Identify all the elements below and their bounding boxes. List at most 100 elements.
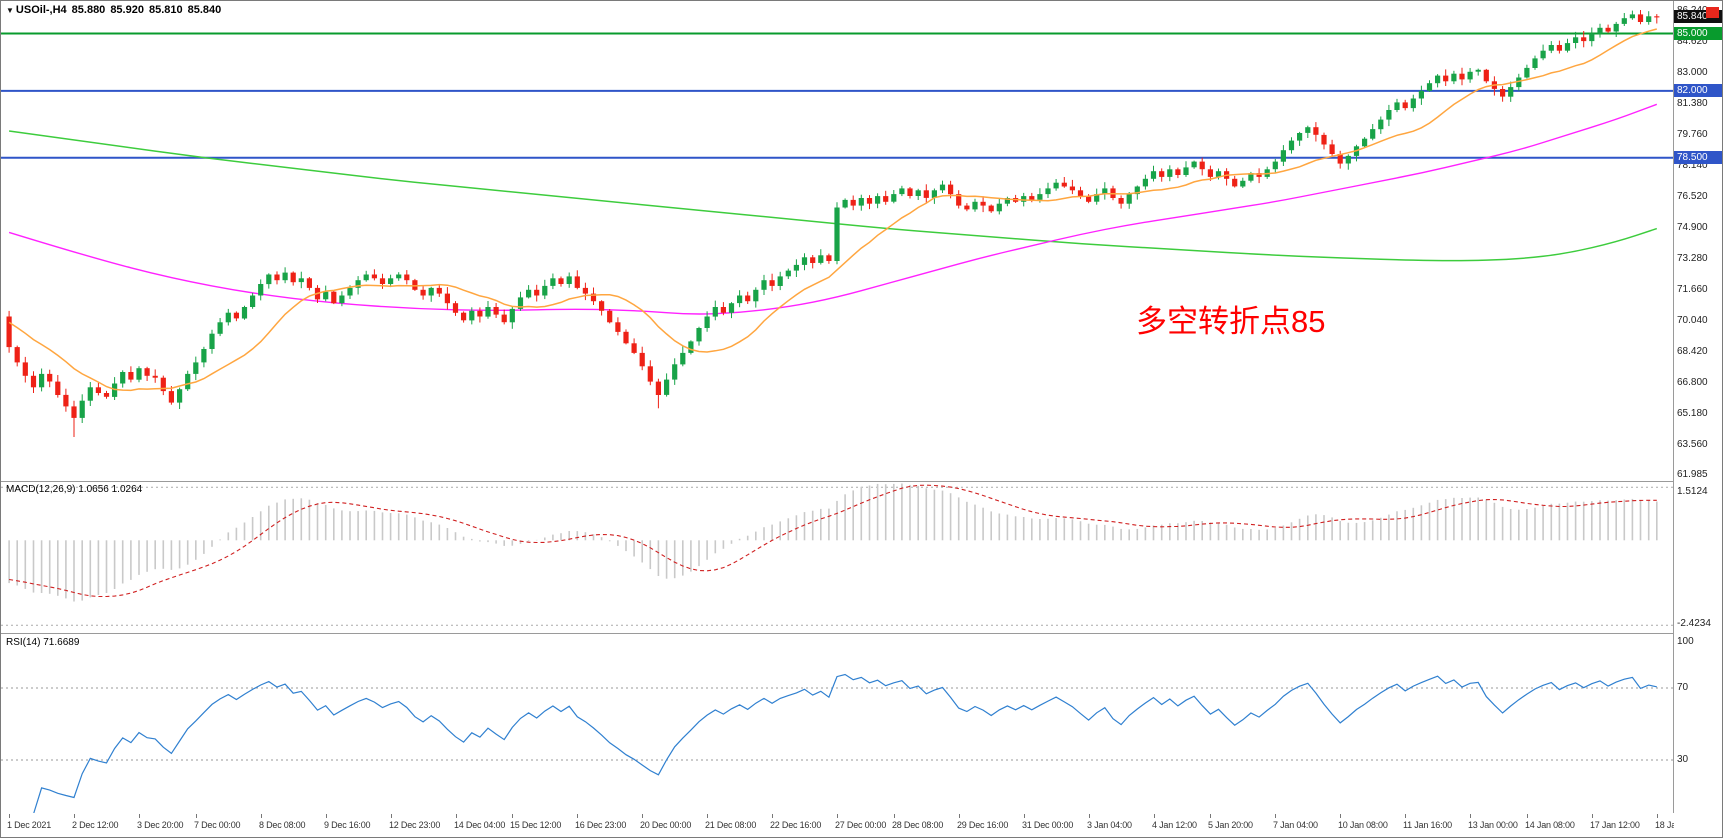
time-tick-label: 7 Dec 00:00 <box>194 820 241 830</box>
time-tick-label: 29 Dec 16:00 <box>957 820 1009 830</box>
time-tick <box>391 814 392 818</box>
price-tick-label: 81.380 <box>1677 97 1708 109</box>
time-tick-label: 16 Dec 23:00 <box>575 820 627 830</box>
price-tick-label: 79.760 <box>1677 128 1708 140</box>
time-tick-label: 14 Dec 04:00 <box>454 820 506 830</box>
price-tick-label: 76.520 <box>1677 190 1708 202</box>
time-tick-label: 9 Dec 16:00 <box>324 820 371 830</box>
time-tick-label: 8 Dec 08:00 <box>259 820 306 830</box>
time-tick <box>837 814 838 818</box>
time-tick-label: 10 Jan 08:00 <box>1338 820 1388 830</box>
rsi-axis-70-label: 70 <box>1677 682 1689 693</box>
time-tick <box>1024 814 1025 818</box>
time-tick-label: 13 Jan 00:00 <box>1468 820 1518 830</box>
chart-annotation-text[interactable]: 多空转折点85 <box>1136 304 1326 339</box>
time-tick-label: 28 Dec 08:00 <box>892 820 944 830</box>
time-tick <box>1089 814 1090 818</box>
time-tick <box>196 814 197 818</box>
price-tick-label: 66.800 <box>1677 376 1708 388</box>
time-tick-label: 12 Dec 23:00 <box>389 820 441 830</box>
macd-indicator-canvas[interactable] <box>1 482 1673 634</box>
time-tick <box>74 814 75 818</box>
price-badge-78.500: 78.500 <box>1674 150 1722 164</box>
time-tick <box>642 814 643 818</box>
rsi-line <box>9 673 1657 814</box>
price-tick-label: 74.900 <box>1677 221 1708 233</box>
price-tick-label: 73.280 <box>1677 252 1708 264</box>
time-tick <box>1657 814 1658 818</box>
time-tick-label: 31 Dec 00:00 <box>1022 820 1074 830</box>
time-tick-label: 3 Dec 20:00 <box>137 820 184 830</box>
pane-separator[interactable] <box>1 633 1722 634</box>
time-tick-label: 3 Jan 04:00 <box>1087 820 1132 830</box>
time-tick-label: 1 Dec 2021 <box>7 820 52 830</box>
price-tick-label: 68.420 <box>1677 345 1708 357</box>
symbol-dropdown-icon[interactable]: ▼ <box>6 6 14 15</box>
price-axis[interactable]: 86.240 84.620 83.000 81.380 79.760 78.140 76.5… <box>1674 1 1722 837</box>
price-badge-85.000: 85.000 <box>1674 26 1722 40</box>
time-tick <box>1405 814 1406 818</box>
time-tick <box>1275 814 1276 818</box>
time-tick-label: 11 Jan 16:00 <box>1403 820 1452 830</box>
ma-mid-line <box>8 103 1658 315</box>
macd-label: MACD(12,26,9) 1.0656 1.0264 <box>6 484 143 495</box>
time-tick <box>707 814 708 818</box>
time-tick <box>1470 814 1471 818</box>
time-tick <box>1340 814 1341 818</box>
time-tick-label: 14 Jan 08:00 <box>1525 820 1575 830</box>
ohlc-open: 85.880 <box>71 4 106 16</box>
time-tick-label: 20 Dec 00:00 <box>640 820 692 830</box>
price-chart-canvas[interactable] <box>1 1 1673 481</box>
ma-fast-line <box>8 28 1657 392</box>
time-tick <box>261 814 262 818</box>
time-tick <box>326 814 327 818</box>
time-tick-label: 15 Dec 12:00 <box>510 820 562 830</box>
price-tick-label: 61.985 <box>1677 468 1708 480</box>
time-tick <box>959 814 960 818</box>
time-tick-label: 2 Dec 12:00 <box>72 820 119 830</box>
price-tick-label: 65.180 <box>1677 407 1708 419</box>
time-tick-label: 27 Dec 00:00 <box>835 820 887 830</box>
price-axis-separator <box>1673 1 1674 837</box>
time-tick-label: 7 Jan 04:00 <box>1273 820 1318 830</box>
time-tick <box>1154 814 1155 818</box>
time-tick-label: 21 Dec 08:00 <box>705 820 757 830</box>
macd-signal-line <box>9 484 1657 598</box>
rsi-indicator-canvas[interactable] <box>1 634 1673 814</box>
time-tick-label: 17 Jan 12:00 <box>1590 820 1640 830</box>
price-tick-label: 83.000 <box>1677 66 1708 78</box>
price-tick-label: 84.620 <box>1677 35 1708 47</box>
price-tick-label: 71.660 <box>1677 283 1708 295</box>
price-tick-label: 78.140 <box>1677 159 1708 171</box>
macd-axis-min-label: -2.4234 <box>1677 618 1711 629</box>
macd-axis-max-label: 1.5124 <box>1677 486 1708 497</box>
time-tick <box>772 814 773 818</box>
time-tick-label: 5 Jan 20:00 <box>1208 820 1253 830</box>
rsi-axis-30-label: 30 <box>1677 754 1689 765</box>
symbol-name: USOil-,H4 <box>15 4 67 16</box>
time-tick <box>577 814 578 818</box>
alert-marker <box>1706 7 1719 18</box>
time-tick <box>456 814 457 818</box>
ohlc-low: 85.810 <box>148 4 183 16</box>
ma-slow-line <box>8 130 1658 262</box>
ohlc-high: 85.920 <box>110 4 144 16</box>
time-tick-label: 22 Dec 16:00 <box>770 820 822 830</box>
rsi-axis-100-label: 100 <box>1677 636 1694 647</box>
price-tick-label: 63.560 <box>1677 438 1708 450</box>
time-axis[interactable]: 1 Dec 2021 2 Dec 12:00 3 Dec 20:00 7 Dec 00… <box>1 813 1722 837</box>
time-tick <box>9 814 10 818</box>
pane-separator[interactable] <box>1 481 1722 482</box>
time-tick <box>1527 814 1528 818</box>
time-tick <box>1592 814 1593 818</box>
price-tick-label: 86.240 <box>1674 4 1722 17</box>
time-tick <box>139 814 140 818</box>
symbol-header: ▼ USOil-,H4 85.880 85.920 85.810 85.840 <box>6 4 226 16</box>
price-badge-82.000: 82.000 <box>1674 83 1722 97</box>
rsi-label: RSI(14) 71.6689 <box>6 637 80 648</box>
price-tick-label: 70.040 <box>1677 314 1708 326</box>
ohlc-close: 85.840 <box>187 4 222 16</box>
time-tick <box>894 814 895 818</box>
time-tick <box>512 814 513 818</box>
